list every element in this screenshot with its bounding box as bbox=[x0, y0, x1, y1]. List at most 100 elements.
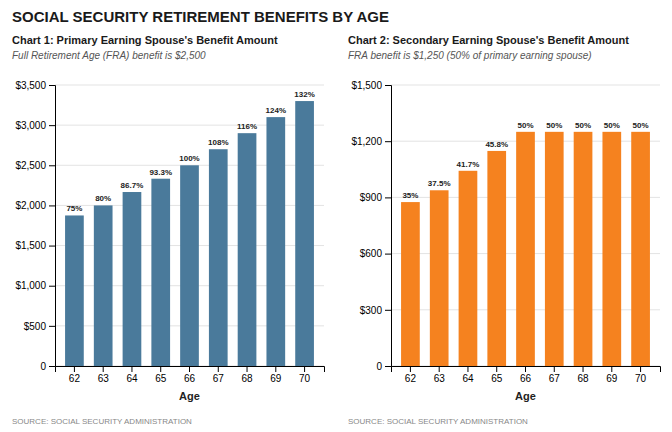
y-tick: $300 bbox=[360, 305, 391, 316]
y-tick: $600 bbox=[360, 248, 391, 259]
y-tick-label: 0 bbox=[376, 361, 382, 372]
x-tick-mark bbox=[583, 366, 584, 372]
chart-subtitle: FRA benefit is $1,250 (50% of primary ea… bbox=[348, 50, 592, 61]
x-tick: 66 bbox=[520, 366, 532, 384]
bars bbox=[401, 132, 650, 366]
y-tick-label: $2,000 bbox=[15, 200, 46, 211]
x-tick: 66 bbox=[184, 366, 196, 384]
x-tick: 70 bbox=[299, 366, 311, 384]
x-tick-label: 65 bbox=[491, 373, 503, 384]
chart-subtitle: Full Retirement Age (FRA) benefit is $2,… bbox=[12, 50, 206, 61]
bar bbox=[209, 149, 228, 366]
y-tick-label: $1,000 bbox=[15, 280, 46, 291]
bar-label: 50% bbox=[575, 121, 591, 130]
x-tick: 62 bbox=[69, 366, 81, 384]
x-axis-line bbox=[56, 367, 325, 373]
x-tick-mark bbox=[247, 366, 248, 372]
y-tick-label: $2,500 bbox=[15, 160, 46, 171]
x-tick-mark bbox=[103, 366, 104, 372]
source-note: SOURCE: SOCIAL SECURITY ADMINISTRATION bbox=[12, 417, 192, 426]
y-tick: $900 bbox=[360, 192, 391, 203]
x-tick-label: 67 bbox=[213, 373, 225, 384]
bar-label: 50% bbox=[604, 121, 620, 130]
x-tick: 68 bbox=[577, 366, 589, 384]
bar bbox=[459, 171, 478, 366]
grid-line bbox=[55, 85, 324, 86]
x-tick-mark bbox=[218, 366, 219, 372]
x-tick-mark bbox=[525, 366, 526, 372]
bar bbox=[602, 132, 621, 366]
x-tick-mark bbox=[439, 366, 440, 372]
bar bbox=[516, 132, 535, 366]
bar-label: 41.7% bbox=[457, 160, 480, 169]
x-tick-mark bbox=[189, 366, 190, 372]
bar bbox=[238, 133, 257, 366]
bar-label: 132% bbox=[294, 90, 314, 99]
x-tick-label: 66 bbox=[184, 373, 196, 384]
bar-label: 116% bbox=[237, 122, 257, 131]
y-tick-mark bbox=[385, 141, 391, 142]
y-tick-mark bbox=[49, 286, 55, 287]
bar-label: 37.5% bbox=[428, 179, 451, 188]
y-tick: 0 bbox=[376, 361, 391, 372]
x-tick: 67 bbox=[549, 366, 561, 384]
bar bbox=[574, 132, 593, 366]
x-tick: 63 bbox=[434, 366, 446, 384]
x-tick-label: 70 bbox=[635, 373, 647, 384]
x-tick-label: 62 bbox=[69, 373, 81, 384]
x-tick-mark bbox=[304, 366, 305, 372]
bar-label: 75% bbox=[66, 204, 82, 213]
x-axis: 626364656667686970 bbox=[56, 366, 325, 384]
x-tick: 70 bbox=[635, 366, 647, 384]
x-tick-mark bbox=[74, 366, 75, 372]
y-tick-mark bbox=[49, 165, 55, 166]
x-tick-mark bbox=[467, 366, 468, 372]
y-tick: $1,200 bbox=[351, 136, 391, 147]
x-axis: 626364656667686970 bbox=[392, 366, 661, 384]
bar-label: 86.7% bbox=[121, 181, 144, 190]
y-tick-label: $300 bbox=[360, 305, 383, 316]
bar bbox=[123, 192, 142, 366]
bar-label: 50% bbox=[517, 121, 533, 130]
y-tick: $3,500 bbox=[15, 80, 55, 91]
x-tick-label: 70 bbox=[299, 373, 311, 384]
x-tick-label: 62 bbox=[405, 373, 417, 384]
y-tick-label: $3,000 bbox=[15, 120, 46, 131]
x-tick: 65 bbox=[155, 366, 167, 384]
grid bbox=[391, 85, 660, 366]
y-tick-label: $1,500 bbox=[15, 240, 46, 251]
y-tick-mark bbox=[49, 205, 55, 206]
chart-panel: Chart 2: Secondary Earning Spouse's Bene… bbox=[348, 34, 661, 426]
y-tick-label: $3,500 bbox=[15, 80, 46, 91]
x-tick-mark bbox=[275, 366, 276, 372]
x-tick-label: 68 bbox=[577, 373, 589, 384]
x-tick-mark bbox=[640, 366, 641, 372]
bar-label: 50% bbox=[633, 121, 649, 130]
x-tick-label: 67 bbox=[549, 373, 561, 384]
y-tick: $2,500 bbox=[15, 160, 55, 171]
x-tick-mark bbox=[554, 366, 555, 372]
bar-label: 45.8% bbox=[485, 140, 508, 149]
y-axis: 0 $500 $1,000 $1,500 $2,000 $2,500 $3,000 $3,50… bbox=[15, 80, 55, 372]
y-tick-label: $500 bbox=[24, 321, 47, 332]
x-tick-mark bbox=[410, 366, 411, 372]
bar bbox=[487, 151, 506, 366]
bar-labels: 35%37.5%41.7%45.8%50%50%50%50%50% bbox=[402, 121, 648, 200]
bar bbox=[545, 132, 564, 366]
x-tick-label: 63 bbox=[434, 373, 446, 384]
x-tick-mark bbox=[131, 366, 132, 372]
grid bbox=[55, 85, 324, 366]
x-tick: 69 bbox=[606, 366, 618, 384]
x-tick: 62 bbox=[405, 366, 417, 384]
x-axis-title: Age bbox=[515, 390, 536, 402]
y-tick: $2,000 bbox=[15, 200, 55, 211]
y-tick-mark bbox=[49, 326, 55, 327]
y-tick-mark bbox=[49, 125, 55, 126]
y-tick-label: 0 bbox=[40, 361, 46, 372]
x-tick-mark bbox=[160, 366, 161, 372]
x-tick-label: 63 bbox=[98, 373, 110, 384]
x-tick: 65 bbox=[491, 366, 503, 384]
x-tick-label: 68 bbox=[241, 373, 253, 384]
y-tick: $500 bbox=[24, 321, 55, 332]
y-tick-mark bbox=[49, 85, 55, 86]
